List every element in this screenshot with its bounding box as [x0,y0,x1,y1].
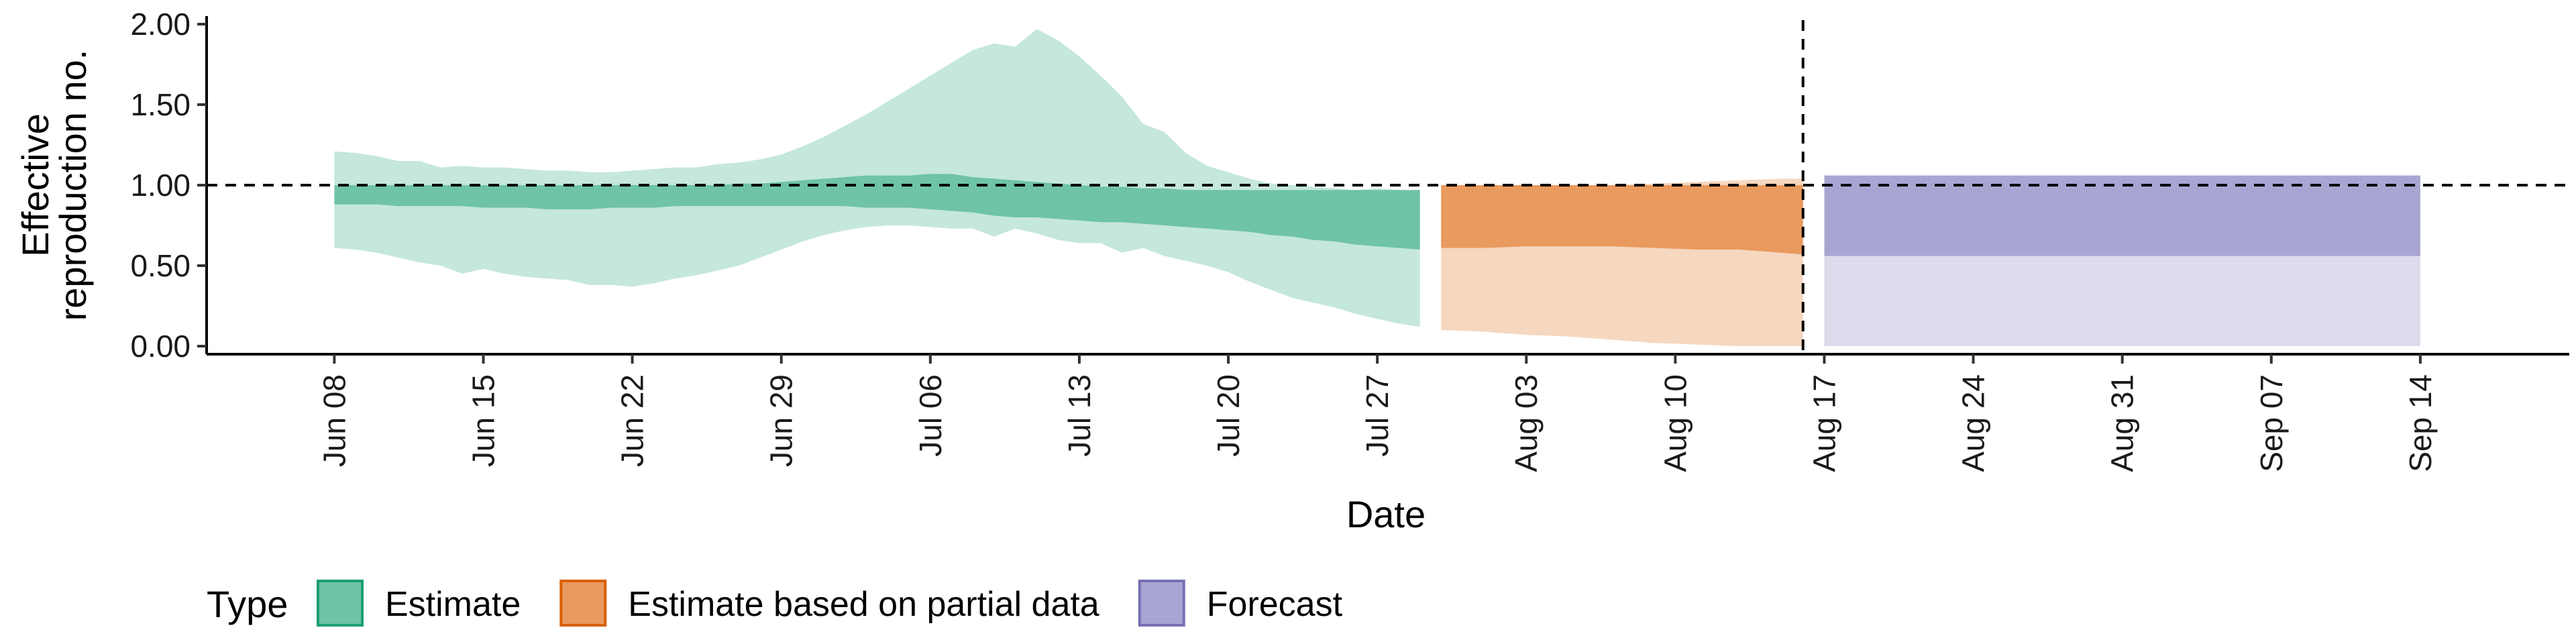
y-tick-label: 2.00 [130,7,191,42]
x-tick-label: Aug 24 [1956,374,1991,472]
x-tick-label: Aug 17 [1807,374,1842,472]
x-tick-label: Sep 07 [2254,374,2289,472]
x-tick-label: Jul 06 [913,374,948,457]
x-tick-label: Jun 08 [317,374,352,467]
legend-label-estimate: Estimate [385,585,521,624]
x-tick-label: Aug 31 [2105,374,2140,472]
y-axis-title-line: reproduction no. [52,50,94,321]
x-axis-title: Date [1346,493,1426,535]
legend-label-estimate-based-on-partial-data: Estimate based on partial data [628,585,1099,624]
x-tick-label: Jun 22 [615,374,650,467]
x-tick-label: Jul 27 [1360,374,1395,457]
x-tick-label: Jun 29 [764,374,799,467]
bands-layer [334,29,2420,346]
estimate-inner-band [334,174,1420,250]
y-axis-title: Effectivereproduction no. [14,50,94,321]
x-tick-label: Jul 20 [1211,374,1246,457]
x-tick-label: Jul 13 [1062,374,1097,457]
legend-swatch-forecast [1138,580,1185,627]
y-axis-title-line: Effective [14,113,56,257]
y-tick-label: 1.00 [130,168,191,203]
forecast-inner-band [1824,175,2420,256]
x-tick-label: Aug 10 [1658,374,1693,472]
x-tick-label: Jun 15 [466,374,501,467]
legend-label-forecast: Forecast [1207,585,1343,624]
y-tick-label: 0.00 [130,329,191,364]
legend: Type Estimate Estimate based on partial da… [207,580,1343,627]
legend-swatch-estimate-based-on-partial-data [559,580,607,627]
y-tick-label: 1.50 [130,87,191,122]
x-tick-label: Aug 03 [1509,374,1544,472]
y-tick-label: 0.50 [130,248,191,283]
legend-swatch-estimate [317,580,364,627]
axes-layer: 0.00 0.50 1.00 1.50 2.00 Jun 08 Jun 15 Jun 22 Ju… [130,7,2569,472]
x-tick-label: Sep 14 [2403,374,2438,472]
estimate-based-on-partial-data-inner-band [1441,185,1803,255]
legend-title: Type [207,583,288,625]
